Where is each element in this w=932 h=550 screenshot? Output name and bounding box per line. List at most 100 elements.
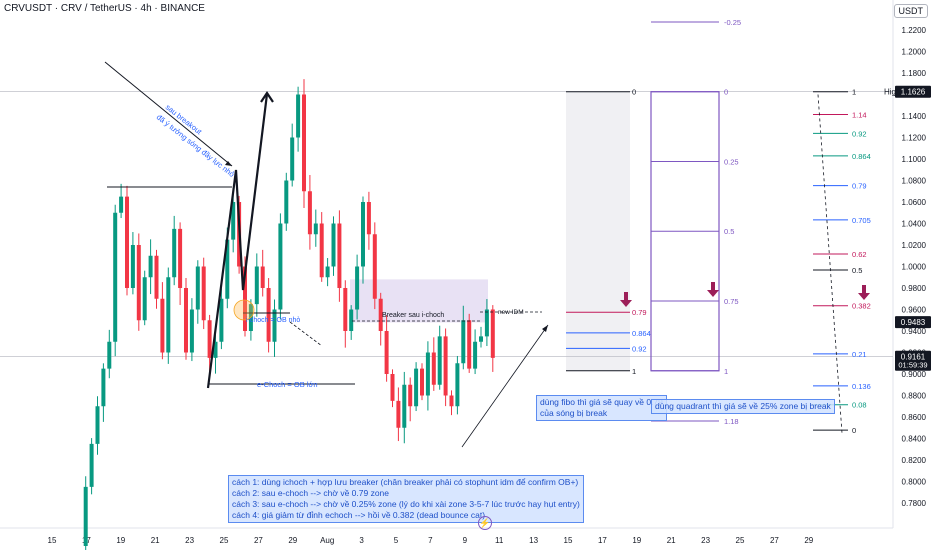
candle-body bbox=[125, 196, 129, 288]
price-badge bbox=[895, 350, 931, 371]
fib-extension-level-label: 0.62 bbox=[852, 250, 867, 259]
symbol-line: CRVUSDT · CRV / TetherUS · 4h · BINANCE bbox=[4, 3, 205, 14]
candle-body bbox=[130, 245, 135, 288]
x-tick-label: 15 bbox=[48, 536, 57, 545]
x-tick-label: 21 bbox=[667, 536, 676, 545]
candle-body bbox=[142, 277, 147, 321]
candle-body bbox=[343, 288, 348, 331]
y-tick-label: 1.1200 bbox=[902, 134, 927, 143]
price-badge bbox=[895, 316, 931, 329]
candle-body bbox=[378, 298, 383, 331]
y-tick-label: 1.2000 bbox=[902, 48, 927, 57]
candle-body bbox=[443, 336, 448, 396]
fib-extension-level-label: 0.92 bbox=[852, 129, 867, 138]
method-3: cách 3: sau e-choch --> chờ về 0.25% zon… bbox=[232, 499, 580, 509]
price-badge bbox=[895, 85, 931, 98]
candle-body bbox=[437, 336, 442, 385]
candle-body bbox=[195, 266, 200, 310]
candle-body bbox=[473, 341, 478, 369]
candle-body bbox=[461, 320, 466, 364]
y-tick-label: 0.8000 bbox=[902, 478, 927, 487]
down-arrow-icon bbox=[858, 285, 870, 300]
annotation-label: e-Choch = OB lớn bbox=[257, 380, 318, 389]
candle-body bbox=[337, 223, 342, 288]
y-tick-label: 1.1000 bbox=[902, 155, 927, 164]
candle-body bbox=[225, 239, 230, 299]
y-tick-label: 0.9400 bbox=[902, 327, 927, 336]
trend-arrow-head bbox=[225, 161, 232, 166]
candle-body bbox=[372, 234, 377, 299]
methods-note: cách 1: dùng ichoch + hợp lưu breaker (c… bbox=[228, 475, 584, 523]
candle-body bbox=[302, 94, 306, 192]
method-4: cách 4: giá giảm từ đỉnh echoch --> hồi … bbox=[232, 510, 486, 520]
candle-body bbox=[266, 288, 271, 342]
candle-body bbox=[119, 196, 124, 213]
y-tick-label: 1.0800 bbox=[902, 177, 927, 186]
fib-extension-level-label: 0.136 bbox=[852, 382, 871, 391]
candle-body bbox=[107, 341, 112, 369]
candle-body bbox=[449, 395, 454, 407]
candle-body bbox=[490, 309, 495, 358]
x-tick-label: 5 bbox=[394, 536, 399, 545]
fib-extension-level-label: 0.79 bbox=[852, 182, 867, 191]
quadrant-level-label: 0.75 bbox=[724, 297, 739, 306]
x-tick-label: 23 bbox=[701, 536, 710, 545]
candle-body bbox=[467, 320, 472, 369]
fib-extension-level-label: 0.5 bbox=[852, 266, 862, 275]
fib-extension-level-label: 0.864 bbox=[852, 152, 871, 161]
fib-extension-level-label: 0.382 bbox=[852, 302, 871, 311]
candle-body bbox=[113, 212, 118, 342]
candle-body bbox=[178, 228, 183, 288]
quadrant-level-label: 0 bbox=[724, 88, 728, 97]
currency-badge[interactable]: USDT bbox=[893, 4, 928, 18]
x-tick-label: 25 bbox=[736, 536, 745, 545]
candle-body bbox=[231, 202, 236, 240]
lightning-icon[interactable]: ⚡ bbox=[478, 516, 492, 530]
fib-extension-level-label: 0.08 bbox=[852, 401, 867, 410]
candle-body bbox=[414, 368, 419, 407]
annotation-label: i-choch = OB nhỏ bbox=[246, 316, 300, 324]
quadrant-level-label: -0.25 bbox=[724, 18, 741, 27]
y-tick-label: 1.2200 bbox=[902, 26, 927, 35]
candle-body bbox=[313, 223, 318, 235]
candle-body bbox=[213, 341, 218, 358]
y-tick-label: 1.0200 bbox=[902, 241, 927, 250]
candle-body bbox=[331, 223, 336, 267]
fib-extension-level-label: 1.14 bbox=[852, 110, 867, 119]
x-tick-label: 29 bbox=[288, 536, 297, 545]
candle-body bbox=[219, 298, 224, 342]
candle-body bbox=[390, 374, 395, 401]
candle-body bbox=[172, 228, 177, 278]
candle-body bbox=[184, 288, 188, 353]
candle-body bbox=[207, 320, 212, 358]
y-tick-label: 0.9800 bbox=[902, 284, 927, 293]
y-tick-label: 0.8600 bbox=[902, 413, 927, 422]
candle-body bbox=[396, 400, 401, 428]
x-tick-label: 19 bbox=[632, 536, 641, 545]
candle-body bbox=[201, 266, 206, 321]
price-badge-countdown: 01:59:39 bbox=[898, 361, 927, 370]
down-arrow-icon bbox=[620, 292, 632, 307]
fib-retracement-level-label: 0.864 bbox=[632, 329, 651, 338]
candle-body bbox=[431, 352, 436, 385]
fib-zone-shade bbox=[566, 91, 630, 371]
ob-circle bbox=[233, 299, 255, 321]
candle-body bbox=[272, 309, 277, 342]
price-badge-label: 1.1626 bbox=[901, 88, 926, 97]
quadrant-box bbox=[650, 91, 720, 372]
y-tick-label: 1.0400 bbox=[902, 220, 927, 229]
dash-path bbox=[289, 321, 323, 347]
candle-body bbox=[349, 309, 354, 331]
candle-body bbox=[361, 202, 365, 267]
y-tick-label: 0.7800 bbox=[902, 499, 927, 508]
y-tick-label: 0.8200 bbox=[902, 456, 927, 465]
method-1: cách 1: dùng ichoch + hợp lưu breaker (c… bbox=[232, 477, 579, 487]
high-label: High bbox=[884, 88, 900, 97]
candle-body bbox=[455, 363, 460, 407]
y-tick-label: 1.1400 bbox=[902, 112, 927, 121]
candle-body bbox=[89, 443, 94, 487]
candle-body bbox=[148, 255, 153, 278]
candle-body bbox=[319, 223, 324, 278]
